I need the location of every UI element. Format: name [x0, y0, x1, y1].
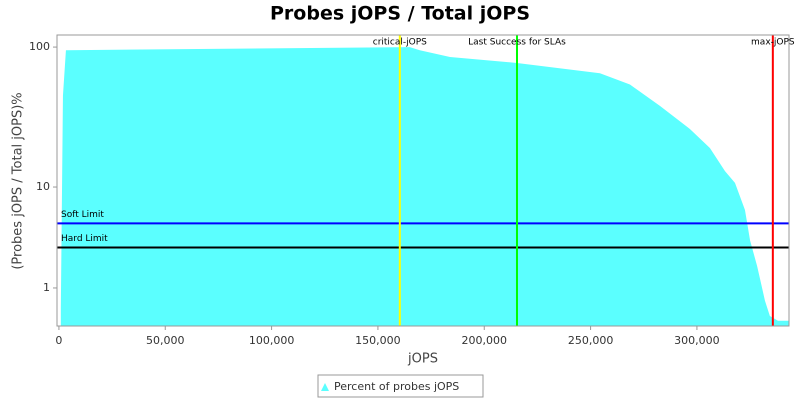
x-tick-label: 200,000	[461, 334, 507, 347]
x-tick-label: 250,000	[568, 334, 614, 347]
chart-title: Probes jOPS / Total jOPS	[270, 3, 530, 25]
area	[60, 47, 790, 327]
v-marker-label: Last Success for SLAs	[468, 38, 566, 48]
y-tick-label: 10	[36, 180, 50, 193]
x-tick-label: 0	[55, 334, 62, 347]
y-axis-title: (Probes jOPS / Total jOPS)%	[11, 92, 26, 269]
h-limit-label: Soft Limit	[61, 210, 104, 220]
x-axis-title: jOPS	[407, 352, 438, 367]
v-marker-label: critical-jOPS	[373, 38, 427, 48]
legend-marker	[321, 383, 329, 391]
v-marker-label: max-jOPS	[751, 38, 795, 48]
legend-box	[317, 374, 484, 398]
x-tick-label: 100,000	[249, 334, 295, 347]
y-tick-label: 100	[29, 40, 50, 53]
x-tick-label: 150,000	[355, 334, 401, 347]
x-tick-label: 300,000	[674, 334, 720, 347]
x-tick-label: 50,000	[146, 334, 185, 347]
plot-border	[56, 34, 790, 327]
y-tick-label: 1	[43, 281, 50, 294]
legend-label: Percent of probes jOPS	[334, 380, 459, 393]
h-limit-label: Hard Limit	[61, 234, 108, 244]
